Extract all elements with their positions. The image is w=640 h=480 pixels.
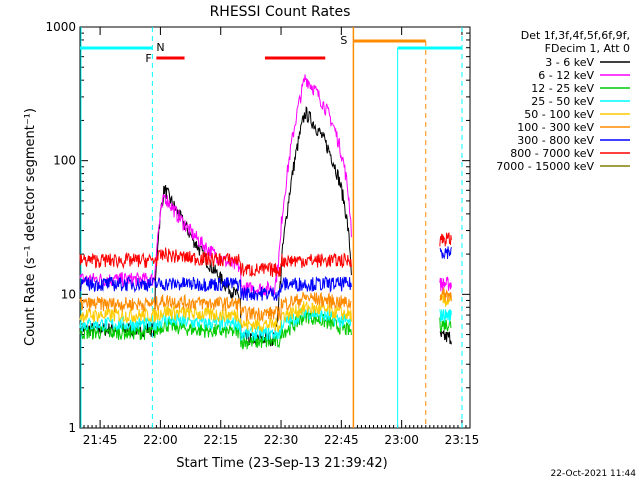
x-tick-label: 22:45 [324, 433, 359, 447]
series-line [79, 106, 352, 347]
legend-label: 6 - 12 keV [538, 69, 594, 82]
axis-ticks: 1 10 100 1000 21:45 22:00 22:15 22:30 22:45 23:00… [45, 20, 479, 447]
legend-label: 7000 - 15000 keV [496, 160, 594, 173]
legend-label: 25 - 50 keV [531, 95, 594, 108]
legend-header: FDecim 1, Att 0 [545, 42, 630, 55]
n-label: N [156, 41, 164, 54]
y-tick-label: 1000 [45, 20, 76, 34]
legend: Det 1f,3f,4f,5f,6f,9f,FDecim 1, Att 03 -… [496, 29, 630, 173]
chart-title: RHESSI Count Rates [210, 4, 351, 20]
legend-label: 50 - 100 keV [524, 108, 594, 121]
x-tick-label: 23:00 [384, 433, 419, 447]
series-line-end [439, 275, 452, 292]
series-line [79, 275, 352, 301]
y-tick-label: 10 [61, 287, 76, 301]
y-tick-label: 1 [68, 421, 76, 435]
legend-label: 12 - 25 keV [531, 82, 594, 95]
series-line [79, 301, 352, 333]
series-line [79, 305, 352, 342]
series-group [79, 74, 452, 350]
series-line [79, 309, 352, 350]
x-tick-label: 22:00 [143, 433, 178, 447]
legend-label: 300 - 800 keV [517, 134, 594, 147]
x-tick-label: 22:15 [203, 433, 238, 447]
series-line-end [439, 287, 452, 302]
series-line-end [439, 246, 452, 260]
series-line-end [439, 232, 452, 247]
x-tick-label: 22:30 [264, 433, 299, 447]
x-tick-label: 23:15 [445, 433, 480, 447]
legend-header: Det 1f,3f,4f,5f,6f,9f, [521, 29, 630, 42]
y-axis-label: Count Rate (s⁻¹ detector segment⁻¹) [23, 108, 38, 346]
attenuator-markers: NF S [80, 27, 463, 428]
plot-frame [79, 26, 471, 429]
series-line [79, 247, 352, 278]
f-label: F [145, 52, 151, 65]
s-label: S [340, 34, 347, 47]
series-line-end [439, 330, 452, 345]
legend-label: 3 - 6 keV [545, 56, 594, 69]
x-tick-label: 21:45 [83, 433, 118, 447]
y-tick-label: 100 [53, 154, 76, 168]
x-axis-label: Start Time (23-Sep-13 21:39:42) [176, 456, 387, 471]
series-line [79, 291, 352, 323]
footer-timestamp: 22-Oct-2021 11:44 [551, 469, 637, 479]
legend-label: 100 - 300 keV [517, 121, 594, 134]
series-line-end [439, 309, 452, 323]
legend-label: 800 - 7000 keV [510, 147, 594, 160]
series-line [79, 74, 352, 297]
